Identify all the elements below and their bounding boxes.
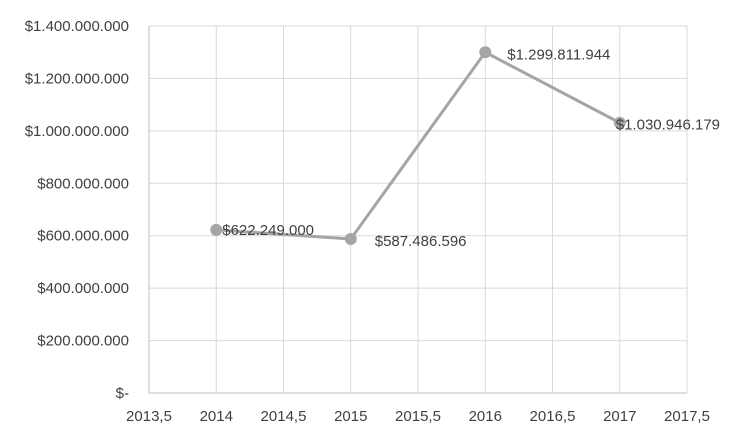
- y-tick-label: $-: [116, 385, 129, 402]
- data-point: [479, 46, 492, 59]
- data-point: [613, 116, 626, 129]
- x-tick-label: 2015,5: [395, 408, 441, 425]
- series: [210, 46, 626, 245]
- y-tick-label: $400.000.000: [37, 280, 129, 297]
- x-tick-label: 2014: [200, 408, 233, 425]
- y-tick-label: $800.000.000: [37, 175, 129, 192]
- axes: $- $200.000.000 $400.000.000 $600.000.000 $8…: [25, 18, 710, 425]
- data-label: $587.486.596: [375, 233, 467, 250]
- x-tick-label: 2014,5: [261, 408, 307, 425]
- y-tick-label: $1.000.000.000: [25, 123, 129, 140]
- data-label: $1.299.811.944: [507, 46, 610, 63]
- y-tick-label: $600.000.000: [37, 228, 129, 245]
- y-tick-label: $1.200.000.000: [25, 70, 129, 87]
- data-point: [210, 223, 223, 236]
- y-tick-label: $1.400.000.000: [25, 18, 129, 35]
- y-tick-label: $200.000.000: [37, 333, 129, 350]
- data-label: $1.030.946.179: [616, 117, 720, 134]
- data-point: [344, 232, 357, 245]
- data-labels: $622.249.000 $587.486.596 $1.299.811.944 $1…: [222, 46, 720, 250]
- x-tick-label: 2015: [334, 408, 367, 425]
- x-tick-label: 2013,5: [126, 408, 172, 425]
- x-tick-label: 2017: [603, 408, 636, 425]
- x-tick-label: 2017,5: [664, 408, 710, 425]
- data-label: $622.249.000: [222, 222, 314, 239]
- x-tick-label: 2016,5: [530, 408, 576, 425]
- series-line: [216, 50, 621, 241]
- grid: [149, 25, 688, 393]
- x-tick-label: 2016: [469, 408, 502, 425]
